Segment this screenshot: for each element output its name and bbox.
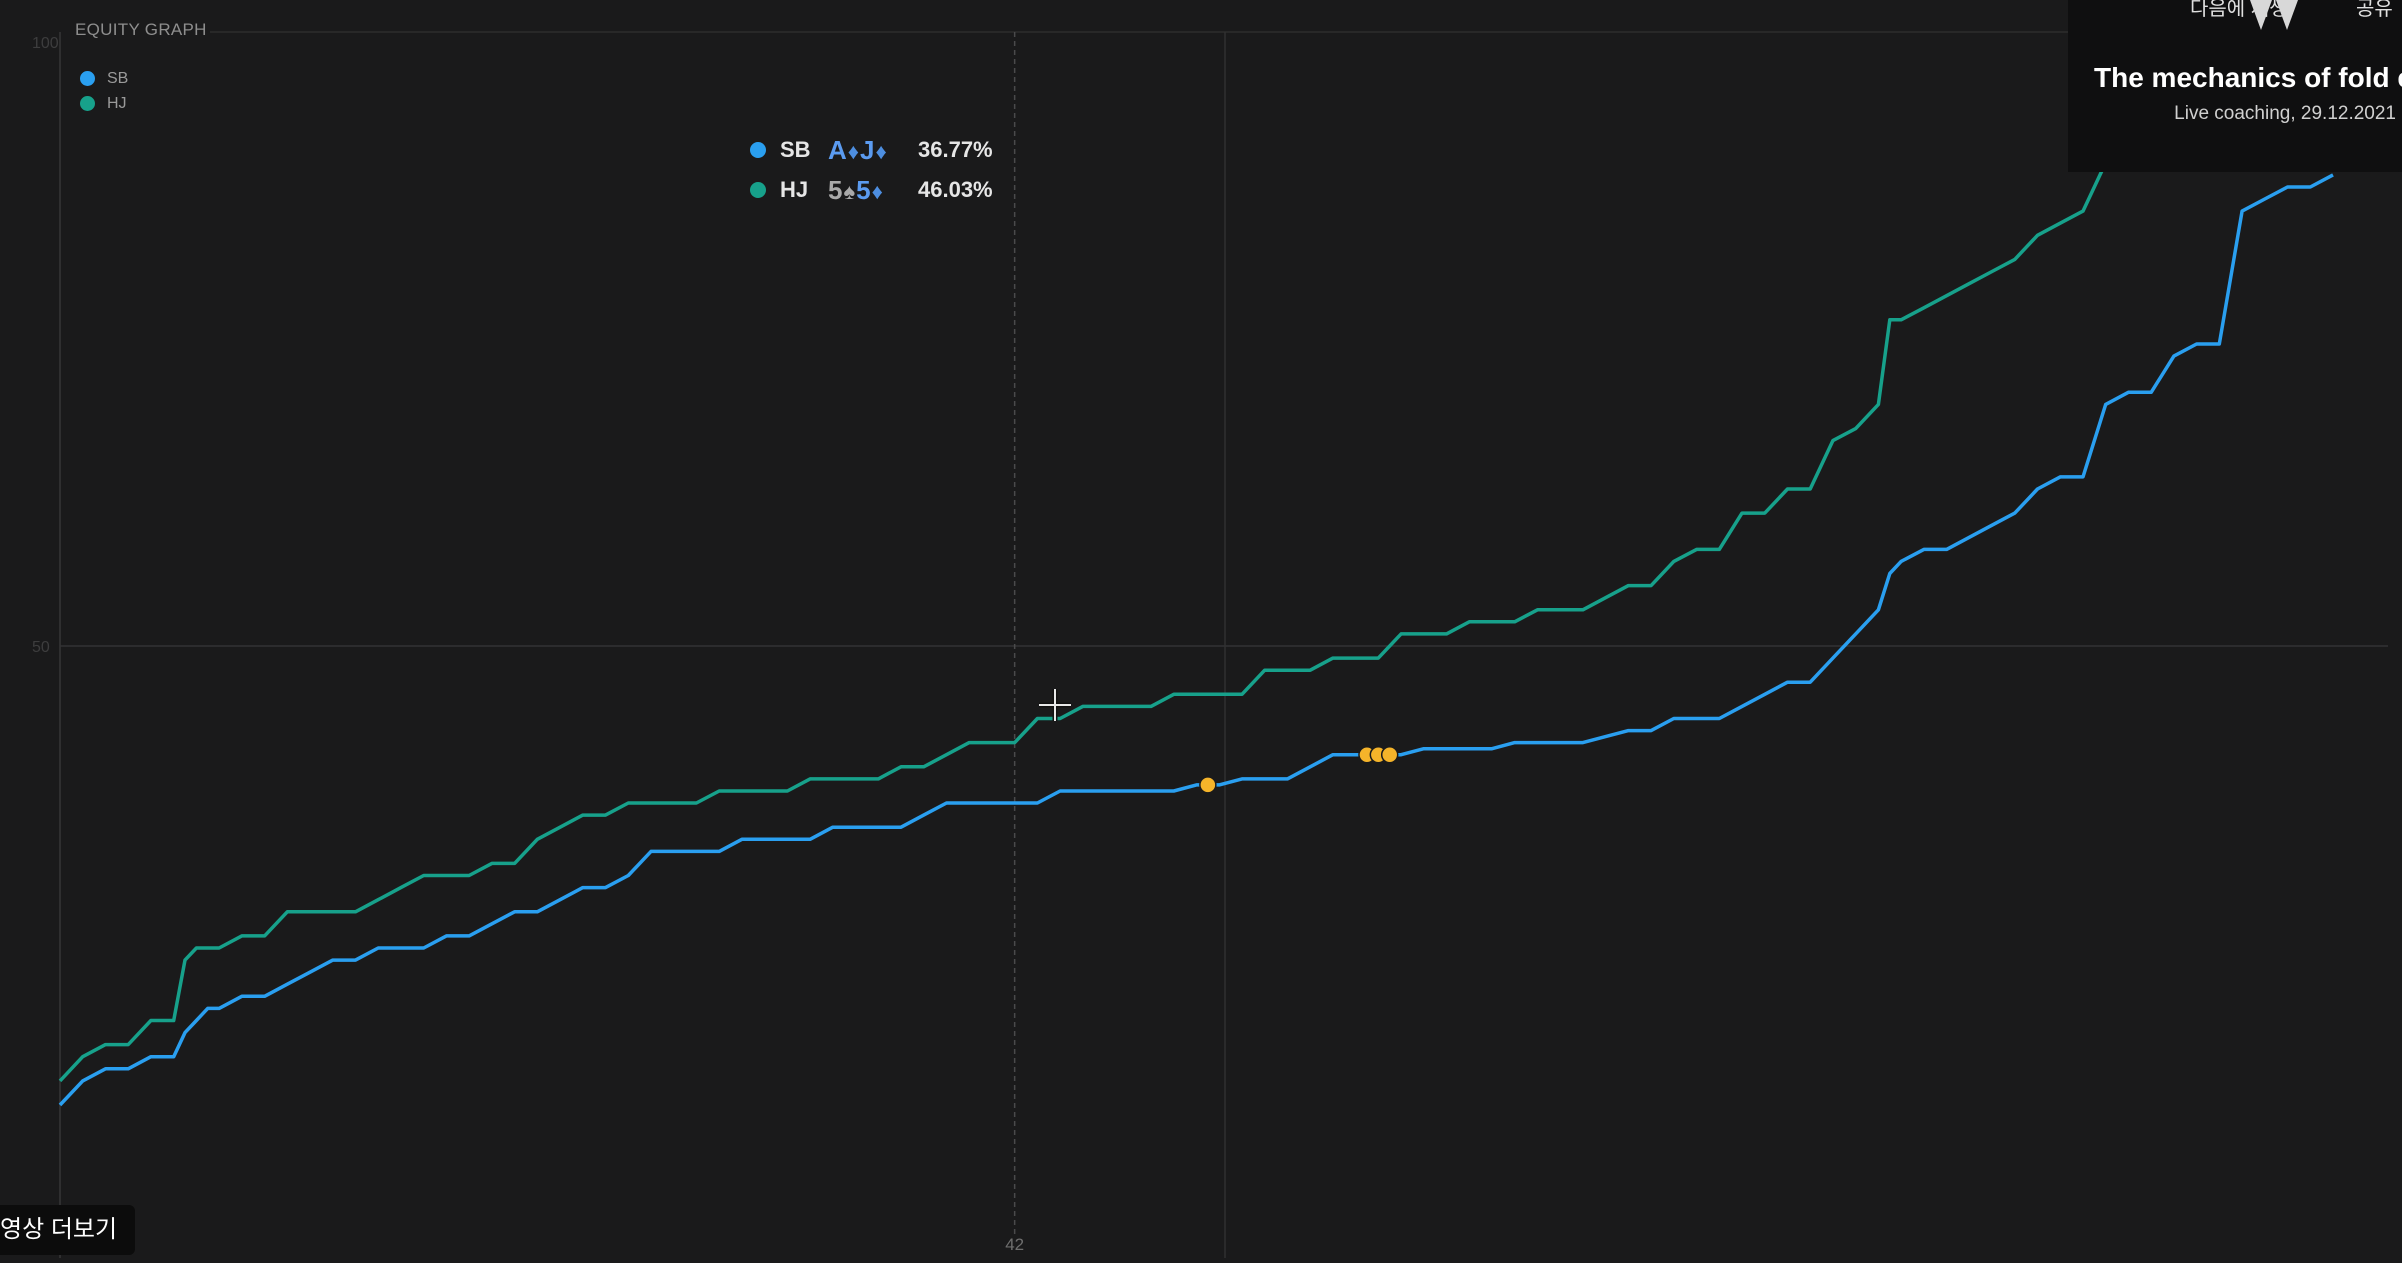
chart-grid: 100 50 42 <box>32 31 2388 1258</box>
card-rank: A <box>828 134 848 165</box>
series-line-hj <box>58 0 2325 1083</box>
diamond-suit-icon: ♦ <box>871 178 884 204</box>
legend-dot-sb <box>80 71 95 86</box>
tooltip-hand-hj: 5♠5♦ <box>828 175 918 206</box>
diamond-suit-icon: ♦ <box>847 138 861 164</box>
legend-item-hj[interactable]: HJ <box>80 91 128 116</box>
tooltip-dot-sb <box>750 142 766 158</box>
spade-suit-icon: ♠ <box>843 178 857 204</box>
card-rank: 5 <box>856 174 872 205</box>
card-rank: J <box>860 134 876 165</box>
y-tick-label-50: 50 <box>32 639 50 656</box>
legend-label-hj: HJ <box>107 94 127 112</box>
chart-series <box>58 0 2334 1107</box>
event-marker-0 <box>1199 776 1217 794</box>
tooltip-value-hj: 46.03% <box>918 177 993 202</box>
tooltip-value-sb: 36.77% <box>918 137 993 162</box>
tooltip-row-hj: HJ 5♠5♦ 46.03% <box>750 170 993 210</box>
legend-dot-hj <box>80 96 95 111</box>
logo-icon <box>2250 0 2298 30</box>
card-rank: 5 <box>828 174 844 205</box>
tooltip-hand-sb: A♦J♦ <box>828 135 918 166</box>
y-tick-label-100: 100 <box>32 35 59 52</box>
tooltip-label-sb: SB <box>780 137 811 162</box>
diamond-suit-icon: ♦ <box>875 138 888 164</box>
tooltip-dot-hj <box>750 182 766 198</box>
equity-tooltip: SB A♦J♦ 36.77% HJ 5♠5♦ 46.03% <box>750 130 993 210</box>
tooltip-label-hj: HJ <box>780 177 809 202</box>
series-line-sb <box>58 173 2334 1107</box>
event-marker-3 <box>1380 745 1399 764</box>
crosshair-cursor-icon <box>1039 689 1071 721</box>
tooltip-row-sb: SB A♦J♦ 36.77% <box>750 130 993 170</box>
next-video-title[interactable]: The mechanics of fold e <box>2094 62 2402 93</box>
more-videos-button[interactable]: 영상 더보기 <box>0 1205 136 1255</box>
chart-legend: SB HJ <box>80 66 128 116</box>
share-label[interactable]: 공유 <box>2356 0 2393 20</box>
x-marker-label: 42 <box>1005 1235 1024 1254</box>
next-video-subtitle: Live coaching, 29.12.2021 <box>2174 103 2396 124</box>
chart-markers <box>1199 745 1399 794</box>
next-video-card[interactable]: 다음에 재생 공유 The mechanics of fold e Live c… <box>2068 0 2402 172</box>
legend-label-sb: SB <box>107 69 129 87</box>
legend-item-sb[interactable]: SB <box>80 66 128 91</box>
chart-title: EQUITY GRAPH <box>75 20 207 39</box>
